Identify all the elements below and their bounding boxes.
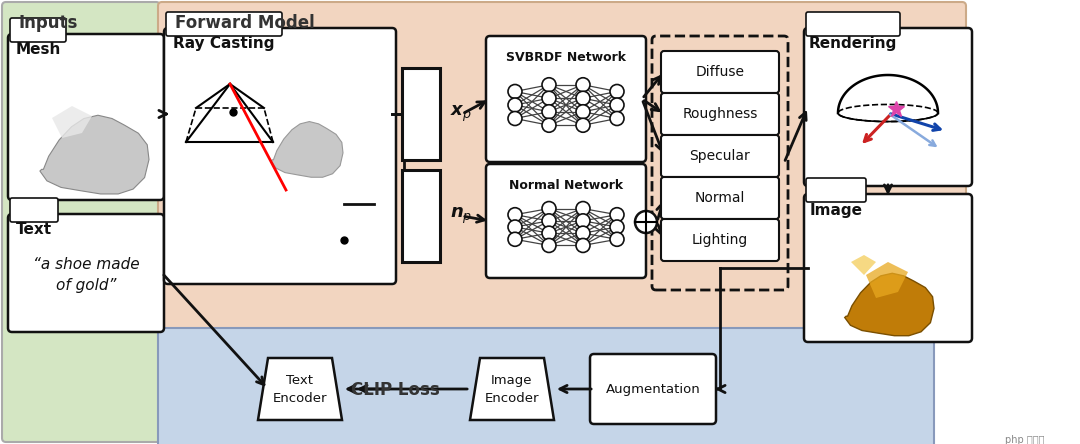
Circle shape [542,78,556,92]
FancyBboxPatch shape [402,68,440,160]
Text: Forward Model: Forward Model [175,14,314,32]
Circle shape [542,118,556,132]
Text: Text
Encoder: Text Encoder [273,373,327,404]
Circle shape [508,111,522,126]
FancyBboxPatch shape [10,18,66,42]
Circle shape [508,84,522,99]
Circle shape [576,78,590,92]
Circle shape [610,84,624,99]
Text: CLIP Loss: CLIP Loss [351,381,440,399]
Circle shape [610,111,624,126]
Text: Roughness: Roughness [683,107,758,121]
Polygon shape [845,274,934,336]
FancyBboxPatch shape [661,93,779,135]
Circle shape [576,226,590,240]
Circle shape [542,105,556,119]
Circle shape [635,211,657,233]
Text: $\boldsymbol{x}_p$: $\boldsymbol{x}_p$ [450,104,472,124]
FancyBboxPatch shape [10,198,58,222]
Text: Specular: Specular [690,149,751,163]
FancyBboxPatch shape [158,328,934,444]
Circle shape [508,232,522,246]
Text: Image: Image [810,202,863,218]
Text: SVBRDF Network: SVBRDF Network [507,51,626,64]
Circle shape [576,214,590,228]
Text: Image
Encoder: Image Encoder [485,373,539,404]
Text: Mesh: Mesh [15,43,60,58]
Circle shape [542,226,556,240]
Text: $\boldsymbol{n}_p$: $\boldsymbol{n}_p$ [450,206,472,226]
FancyBboxPatch shape [164,28,396,284]
FancyBboxPatch shape [806,12,900,36]
FancyBboxPatch shape [661,135,779,177]
Circle shape [610,208,624,222]
Text: Normal: Normal [694,191,745,205]
Text: Text: Text [16,222,52,238]
Circle shape [610,98,624,112]
FancyBboxPatch shape [2,2,160,442]
Circle shape [576,118,590,132]
FancyBboxPatch shape [652,36,788,290]
Circle shape [542,214,556,228]
FancyBboxPatch shape [661,219,779,261]
Circle shape [610,232,624,246]
FancyBboxPatch shape [158,2,966,340]
Circle shape [542,238,556,253]
Polygon shape [470,358,554,420]
FancyBboxPatch shape [486,164,646,278]
Text: Rendering: Rendering [809,36,897,52]
FancyBboxPatch shape [166,12,282,36]
Circle shape [610,220,624,234]
FancyBboxPatch shape [8,34,164,200]
Text: Normal Network: Normal Network [509,179,623,192]
Text: Inputs: Inputs [18,14,78,32]
FancyBboxPatch shape [804,28,972,186]
FancyBboxPatch shape [486,36,646,162]
Circle shape [576,202,590,215]
Circle shape [542,202,556,215]
Circle shape [508,208,522,222]
Polygon shape [258,358,342,420]
FancyBboxPatch shape [806,178,866,202]
Text: Ray Casting: Ray Casting [173,36,274,52]
Circle shape [508,98,522,112]
Text: “a shoe made
of gold”: “a shoe made of gold” [32,257,139,293]
Polygon shape [40,115,149,194]
Text: Lighting: Lighting [692,233,748,247]
Text: Augmentation: Augmentation [606,382,700,396]
Polygon shape [866,262,908,298]
FancyBboxPatch shape [661,177,779,219]
Text: Diffuse: Diffuse [696,65,744,79]
Polygon shape [52,106,92,138]
FancyBboxPatch shape [8,214,164,332]
Circle shape [508,220,522,234]
Circle shape [542,91,556,105]
FancyBboxPatch shape [590,354,716,424]
Polygon shape [851,255,876,275]
Text: php 中文网: php 中文网 [1005,435,1044,444]
Circle shape [576,105,590,119]
Polygon shape [271,122,343,177]
Circle shape [576,238,590,253]
FancyBboxPatch shape [804,194,972,342]
Circle shape [576,91,590,105]
FancyBboxPatch shape [661,51,779,93]
FancyBboxPatch shape [402,170,440,262]
